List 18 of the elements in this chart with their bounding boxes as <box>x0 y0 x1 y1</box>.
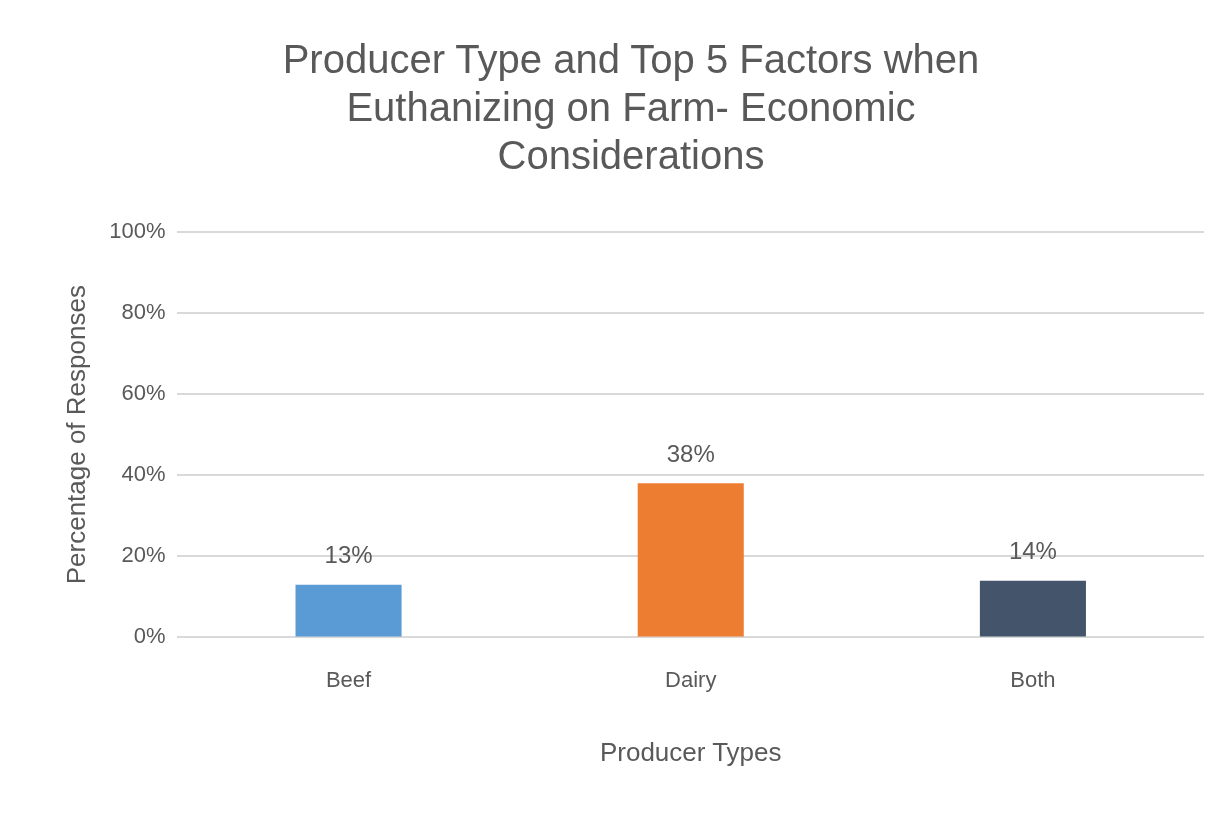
x-tick-label: Beef <box>325 666 373 692</box>
y-tick-label: 80% <box>121 299 166 325</box>
chart-title: Producer Type and Top 5 Factors when Euthanizing on Farm- Economic Considerations <box>282 37 980 178</box>
x-axis-title: Producer Types <box>599 736 782 767</box>
bar <box>979 580 1086 637</box>
y-axis-title: Percentage of Responses <box>60 285 91 585</box>
y-tick-label: 60% <box>121 380 166 406</box>
data-label: 13% <box>324 541 373 569</box>
bar <box>295 584 402 637</box>
bar <box>637 483 744 637</box>
data-label: 14% <box>1008 537 1057 565</box>
y-tick-label: 0% <box>133 623 166 649</box>
y-tick-label: 100% <box>109 218 166 244</box>
x-tick-label: Dairy <box>665 666 717 692</box>
x-tick-label: Both <box>1010 666 1056 692</box>
y-tick-label: 40% <box>121 461 166 487</box>
data-label: 38% <box>666 439 715 467</box>
y-tick-label: 20% <box>121 542 166 568</box>
